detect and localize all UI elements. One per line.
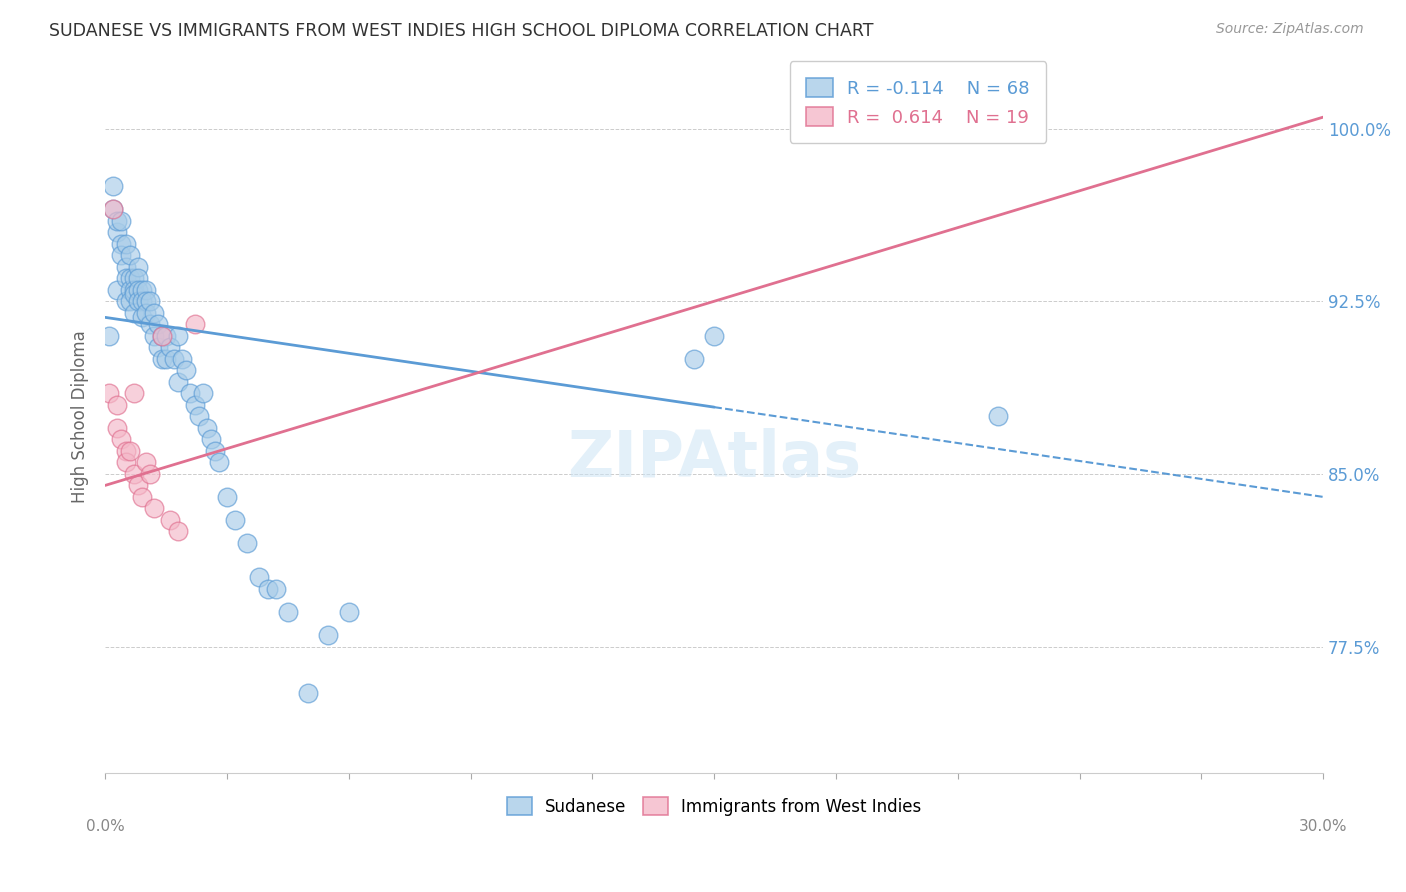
Point xyxy=(105,213,128,227)
Point xyxy=(139,467,162,481)
Point xyxy=(297,685,319,699)
Text: 0.0%: 0.0% xyxy=(86,819,125,834)
Point xyxy=(183,318,205,332)
Point xyxy=(146,340,169,354)
Point xyxy=(122,283,145,297)
Point xyxy=(105,421,128,435)
Point xyxy=(176,363,198,377)
Point xyxy=(110,213,132,227)
Point xyxy=(208,455,231,469)
Text: 30.0%: 30.0% xyxy=(1299,819,1347,834)
Point xyxy=(683,351,706,366)
Point xyxy=(118,283,141,297)
Point xyxy=(236,536,259,550)
Point xyxy=(167,328,190,343)
Point xyxy=(103,202,125,217)
Point xyxy=(200,433,222,447)
Point xyxy=(127,294,149,309)
Point xyxy=(318,628,340,642)
Point xyxy=(127,260,149,274)
Point xyxy=(118,271,141,285)
Point xyxy=(114,271,136,285)
Point xyxy=(135,294,157,309)
Point xyxy=(114,260,136,274)
Point xyxy=(142,328,165,343)
Point xyxy=(146,318,169,332)
Point xyxy=(118,248,141,262)
Point xyxy=(277,605,299,619)
Text: SUDANESE VS IMMIGRANTS FROM WEST INDIES HIGH SCHOOL DIPLOMA CORRELATION CHART: SUDANESE VS IMMIGRANTS FROM WEST INDIES … xyxy=(49,22,873,40)
Point xyxy=(110,236,132,251)
Point xyxy=(191,386,214,401)
Point xyxy=(150,328,173,343)
Point xyxy=(118,443,141,458)
Point xyxy=(131,283,153,297)
Point xyxy=(204,443,226,458)
Point xyxy=(114,294,136,309)
Text: Source: ZipAtlas.com: Source: ZipAtlas.com xyxy=(1216,22,1364,37)
Point xyxy=(987,409,1010,424)
Point xyxy=(139,318,162,332)
Point xyxy=(155,328,177,343)
Point xyxy=(256,582,278,596)
Point xyxy=(127,478,149,492)
Point xyxy=(135,455,157,469)
Point xyxy=(122,386,145,401)
Point xyxy=(110,248,132,262)
Point xyxy=(183,398,205,412)
Point xyxy=(103,179,125,194)
Point xyxy=(114,455,136,469)
Point xyxy=(98,386,121,401)
Point xyxy=(135,283,157,297)
Point xyxy=(167,375,190,389)
Point xyxy=(264,582,287,596)
Point xyxy=(105,283,128,297)
Text: ZIPAtlas: ZIPAtlas xyxy=(567,428,862,490)
Legend: Sudanese, Immigrants from West Indies: Sudanese, Immigrants from West Indies xyxy=(494,784,935,829)
Point xyxy=(131,310,153,325)
Point xyxy=(195,421,218,435)
Point xyxy=(127,283,149,297)
Point xyxy=(337,605,360,619)
Point xyxy=(179,386,201,401)
Point xyxy=(159,340,181,354)
Point xyxy=(139,294,162,309)
Point xyxy=(118,294,141,309)
Point xyxy=(167,524,190,539)
Point xyxy=(103,202,125,217)
Point xyxy=(150,328,173,343)
Point xyxy=(159,513,181,527)
Point xyxy=(105,398,128,412)
Point xyxy=(114,443,136,458)
Point xyxy=(98,328,121,343)
Point xyxy=(163,351,186,366)
Point xyxy=(150,351,173,366)
Point xyxy=(114,236,136,251)
Point xyxy=(703,328,725,343)
Point xyxy=(122,306,145,320)
Point xyxy=(135,306,157,320)
Point xyxy=(122,271,145,285)
Point xyxy=(122,467,145,481)
Point xyxy=(131,294,153,309)
Point xyxy=(142,306,165,320)
Point xyxy=(110,433,132,447)
Point xyxy=(131,490,153,504)
Point xyxy=(122,287,145,301)
Point xyxy=(155,351,177,366)
Point xyxy=(249,570,271,584)
Point xyxy=(215,490,238,504)
Point xyxy=(172,351,194,366)
Point xyxy=(105,225,128,239)
Point xyxy=(127,271,149,285)
Y-axis label: High School Diploma: High School Diploma xyxy=(72,330,89,503)
Point xyxy=(142,501,165,516)
Point xyxy=(187,409,209,424)
Point xyxy=(224,513,246,527)
